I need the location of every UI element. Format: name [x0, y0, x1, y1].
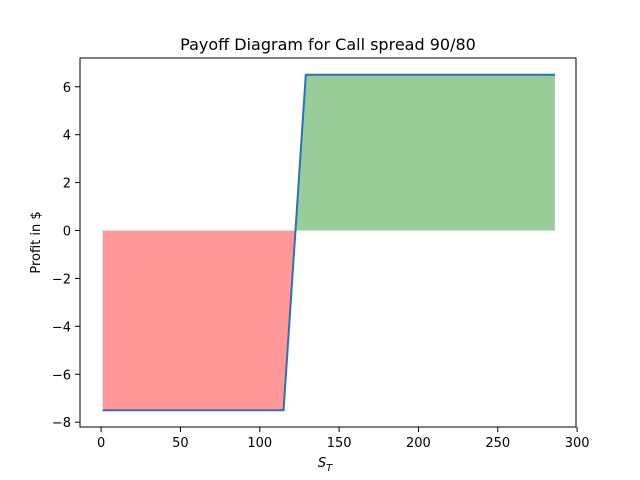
- y-tick-label: 4: [63, 129, 71, 144]
- y-tick-label: −6: [52, 368, 71, 383]
- plot-area: [102, 73, 555, 412]
- y-tick-label: −2: [52, 272, 71, 287]
- x-tick-label: 250: [485, 436, 510, 451]
- y-tick-label: 0: [63, 225, 71, 240]
- y-tick-label: −4: [52, 320, 71, 335]
- x-tick-label: 300: [565, 436, 590, 451]
- x-tick-label: 100: [247, 436, 272, 451]
- x-tick-label: 50: [172, 436, 189, 451]
- x-axis-label-main: S: [318, 456, 326, 471]
- x-axis-label: ST: [318, 456, 333, 474]
- profit-region-fill: [295, 74, 555, 231]
- x-tick-label: 0: [97, 436, 105, 451]
- loss-region-fill: [102, 230, 296, 411]
- y-tick-label: 6: [63, 81, 71, 96]
- x-axis: 0 50 100 150 200 250 300: [97, 427, 590, 451]
- x-tick-label: 150: [327, 436, 352, 451]
- payoff-line: [102, 73, 555, 412]
- y-axis: −8 −6 −4 −2 0 2 4 6: [52, 81, 80, 431]
- y-tick-label: 2: [63, 177, 71, 192]
- y-axis-label: Profit in $: [29, 211, 44, 273]
- y-tick-label: −8: [52, 416, 71, 431]
- axes-frame: [79, 57, 577, 428]
- x-tick-label: 200: [406, 436, 431, 451]
- x-axis-label-subscript: T: [326, 463, 333, 474]
- chart-title: Payoff Diagram for Call spread 90/80: [180, 35, 476, 54]
